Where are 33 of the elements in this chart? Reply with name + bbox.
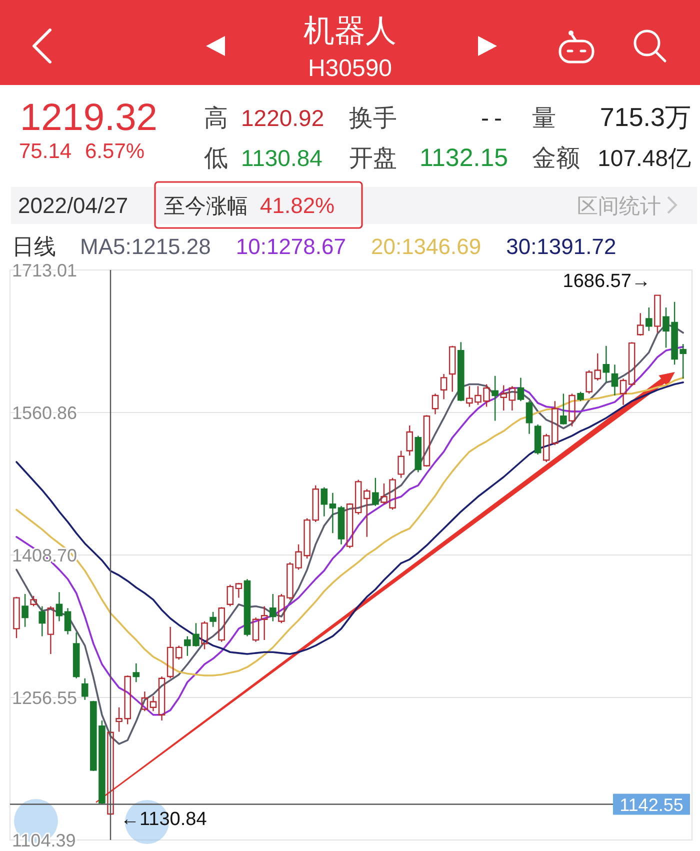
text: 低 <box>204 145 228 172</box>
y-tick-label: 1256.55 <box>12 688 78 708</box>
chart-subtitle: H30590 <box>308 55 392 82</box>
y-tick-label: 1104.39 <box>12 830 76 850</box>
text: 2022/04/27 <box>18 193 128 218</box>
ref-line-label: 1142.55 <box>620 794 684 815</box>
text: 至今涨幅 <box>164 195 248 218</box>
text: 金额 <box>532 145 580 172</box>
chart-title: 机器人 <box>304 13 396 48</box>
text: 20:1346.69 <box>370 234 482 259</box>
y-tick-label: 1560.86 <box>12 402 78 423</box>
annotation: ←1130.84 <box>120 809 208 830</box>
text: 1132.15 <box>419 144 508 172</box>
text: 41.82% <box>260 193 335 218</box>
text: 107.48亿 <box>598 145 691 171</box>
text: 量 <box>532 105 556 132</box>
legend-title: 日线 <box>12 234 56 259</box>
text: 1220.92 <box>241 105 324 131</box>
text: -- <box>481 105 507 132</box>
y-tick-label: 1713.01 <box>12 260 78 280</box>
text: 715.3万 <box>600 102 691 132</box>
text: 10:1278.67 <box>236 234 346 259</box>
text: 区间统计 <box>577 195 661 218</box>
text: 高 <box>204 105 228 132</box>
text: 换手 <box>349 105 397 132</box>
text: 30:1391.72 <box>506 234 616 259</box>
annotation: 1686.57→ <box>562 270 650 292</box>
text: 开盘 <box>349 145 397 172</box>
text: 1130.84 <box>241 145 323 171</box>
text: 75.14 <box>19 140 72 163</box>
text: MA5:1215.28 <box>80 234 211 259</box>
text: 6.57% <box>85 140 145 163</box>
text: 1219.32 <box>20 97 158 139</box>
